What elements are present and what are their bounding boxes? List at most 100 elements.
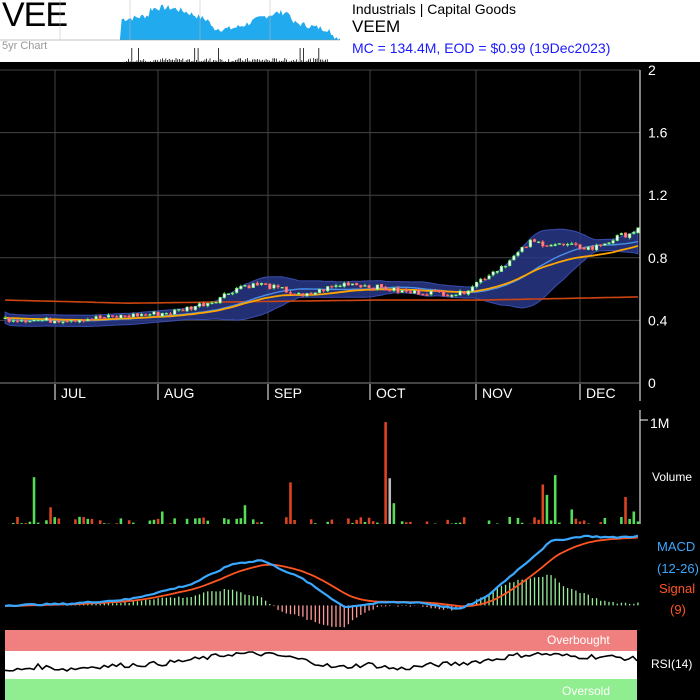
volume-bar [152,519,156,524]
candle-body [450,294,454,297]
candle-body [566,243,570,246]
volume-bar [632,511,636,524]
candle-body [433,290,437,292]
volume-bar [454,522,458,524]
volume-bar [496,523,499,524]
candle-body [470,286,475,292]
month-label: AUG [164,385,194,401]
candle-body [326,286,330,292]
volume-bar [98,520,102,524]
candle-body [268,283,272,290]
candle-body [264,283,268,285]
candle-body [611,240,615,244]
candle-body [144,314,148,316]
month-label: OCT [376,385,406,401]
volume-bar [285,517,288,524]
candle-body [222,293,226,298]
price-panel: 0 0.4 0.8 1.2 1.6 2 JUL AUG SEP OCT NOV DEC [0,62,668,401]
candle-body [251,283,255,288]
volume-bar [260,522,263,524]
candle-body [202,302,206,307]
candle-body [197,303,202,307]
volume-bar [173,518,176,524]
candle-body [20,320,24,322]
volume-bar [223,518,226,524]
candle-body [313,292,317,295]
volume-bar [227,519,230,524]
candle-body [214,301,218,304]
volume-bar [160,511,164,524]
candle-body [437,289,441,293]
candle-body [582,247,586,250]
volume-bar [330,519,334,524]
volume-panel: 1M Volume [7,410,692,524]
candle-body [226,293,231,295]
candle-body [7,317,11,322]
sparkline-label: 5yr Chart [2,40,48,52]
volume-bar [243,505,247,524]
candle-body [338,285,342,288]
candle-body [615,235,619,241]
candle-body [404,289,408,292]
volume-bar [487,520,491,524]
candle-body [106,314,111,318]
candle-body [475,281,479,287]
signal-params-label: (9) [670,602,686,617]
candle-body [53,320,57,324]
volume-bar [156,518,160,524]
candle-body [276,285,280,288]
candle-body [578,244,582,249]
volume-bar [45,520,48,524]
candle-body [218,297,222,304]
candle-body [293,293,297,296]
candle-body [280,286,284,289]
volume-bar [206,520,210,524]
signal-line [5,536,638,608]
volume-bar [16,516,19,524]
candle-body [363,285,367,287]
volume-bar [620,517,623,524]
volume-bar [578,521,582,524]
volume-bar [90,518,94,524]
volume-bar [326,521,329,524]
volume-bar [53,517,56,524]
candle-body [168,313,173,316]
candle-body [239,285,243,290]
candle-body [82,319,86,322]
volume-bar [239,518,243,524]
candle-body [156,311,160,316]
candle-body [454,294,458,297]
candle-body [272,284,276,289]
candle-body [570,243,574,245]
volume-label: Volume [652,470,692,484]
volume-bar [148,520,152,524]
month-label: NOV [482,385,513,401]
candle-body [367,285,371,288]
candle-body [388,289,392,292]
volume-bar [119,518,123,524]
volume-bar [351,523,354,524]
candle-body [412,290,417,294]
candle-body [330,285,334,288]
candle-body [193,305,197,311]
candle-body [297,292,301,295]
candle-body [495,270,499,273]
candle-body [3,317,7,319]
candle-body [98,315,102,319]
rsi-panel: Overbought Oversold RSI(14) [4,630,692,700]
candle-body [396,287,400,293]
volume-bar [520,522,524,524]
signal-label: Signal [659,581,695,596]
volume-bar [78,516,81,524]
volume-bar [371,521,375,524]
candle-body [487,275,491,280]
candle-body [305,293,309,297]
rsi-line [4,651,638,672]
candle-body [541,241,545,247]
candle-body [342,282,346,287]
candle-body [259,283,264,285]
candle-body [28,320,32,323]
volume-bar [115,523,119,524]
candle-body [40,319,44,322]
candle-body [164,313,168,315]
